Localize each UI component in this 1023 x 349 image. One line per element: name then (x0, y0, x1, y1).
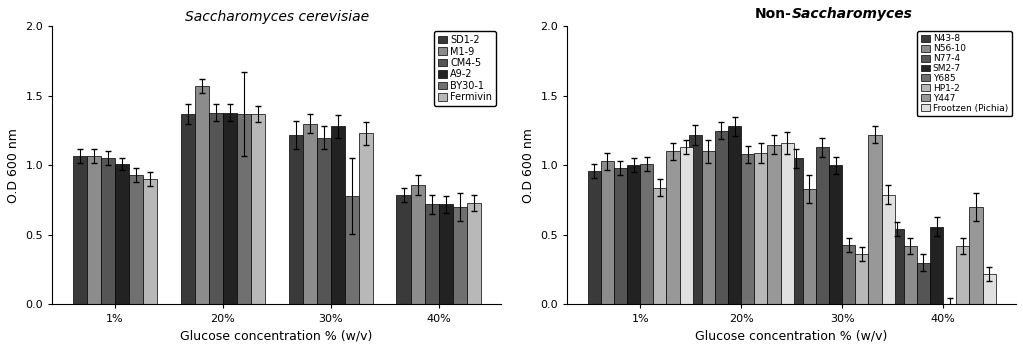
Text: Non-: Non- (755, 7, 792, 21)
Bar (882, 195, 895, 304)
Legend: SD1-2, M1-9, CM4-5, A9-2, BY30-1, Fermivin: SD1-2, M1-9, CM4-5, A9-2, BY30-1, Fermiv… (434, 31, 496, 106)
Bar (410, 185, 425, 304)
Bar (251, 114, 265, 304)
Bar (288, 135, 303, 304)
Bar (87, 156, 100, 304)
Bar (654, 188, 666, 304)
Title: Saccharomyces cerevisiae: Saccharomyces cerevisiae (184, 10, 368, 24)
Bar (829, 165, 842, 304)
Bar (715, 131, 728, 304)
Bar (359, 133, 372, 304)
Bar (425, 204, 439, 304)
Bar (397, 195, 410, 304)
Bar (330, 126, 345, 304)
Bar (917, 263, 930, 304)
Bar (73, 156, 87, 304)
Bar (587, 171, 601, 304)
Bar (679, 147, 693, 304)
Bar (891, 229, 903, 304)
Y-axis label: O.D 600 nm: O.D 600 nm (522, 128, 535, 203)
Bar (345, 196, 359, 304)
Bar (741, 154, 754, 304)
Bar (982, 274, 995, 304)
Bar (614, 168, 627, 304)
X-axis label: Glucose concentration % (w/v): Glucose concentration % (w/v) (696, 329, 888, 342)
Bar (115, 164, 129, 304)
Bar (316, 138, 330, 304)
Legend: N43-8, N56-10, N77-4, SM2-7, Y685, HP1-2, Y447, Frootzen (Pichia): N43-8, N56-10, N77-4, SM2-7, Y685, HP1-2… (918, 31, 1012, 116)
Bar (754, 153, 767, 304)
Bar (957, 246, 970, 304)
Bar (236, 114, 251, 304)
Bar (452, 207, 466, 304)
Bar (869, 135, 882, 304)
Bar (688, 135, 702, 304)
Bar (702, 151, 715, 304)
Bar (209, 112, 223, 304)
Bar (855, 254, 869, 304)
Bar (970, 207, 982, 304)
Bar (143, 179, 157, 304)
Bar (728, 126, 741, 304)
Bar (803, 189, 816, 304)
Bar (816, 147, 829, 304)
Bar (100, 158, 115, 304)
Bar (767, 144, 781, 304)
Bar (466, 203, 481, 304)
Bar (842, 245, 855, 304)
Bar (627, 165, 640, 304)
Bar (640, 164, 654, 304)
Bar (303, 124, 316, 304)
Bar (129, 175, 143, 304)
Bar (194, 86, 209, 304)
Bar (601, 161, 614, 304)
X-axis label: Glucose concentration % (w/v): Glucose concentration % (w/v) (180, 329, 372, 342)
Bar (439, 204, 452, 304)
Bar (181, 114, 194, 304)
Bar (930, 227, 943, 304)
Bar (666, 151, 679, 304)
Bar (223, 112, 236, 304)
Bar (781, 143, 794, 304)
Y-axis label: O.D 600 nm: O.D 600 nm (7, 128, 19, 203)
Bar (903, 246, 917, 304)
Text: Saccharomyces: Saccharomyces (792, 7, 913, 21)
Bar (790, 158, 803, 304)
